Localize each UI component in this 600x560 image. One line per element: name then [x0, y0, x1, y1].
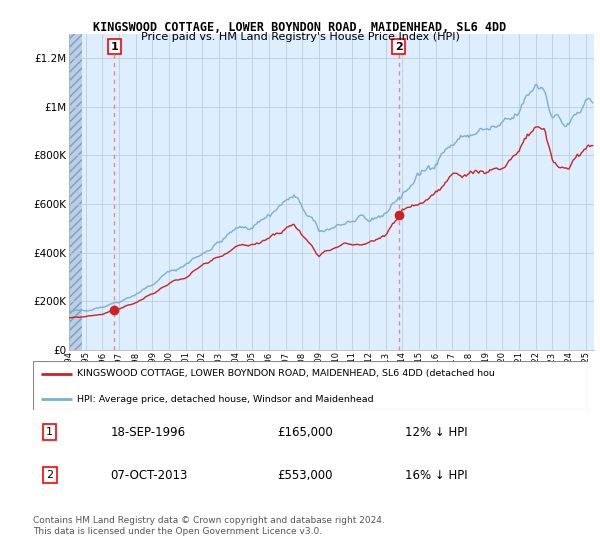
Text: KINGSWOOD COTTAGE, LOWER BOYNDON ROAD, MAIDENHEAD, SL6 4DD: KINGSWOOD COTTAGE, LOWER BOYNDON ROAD, M…: [94, 21, 506, 34]
Text: Price paid vs. HM Land Registry's House Price Index (HPI): Price paid vs. HM Land Registry's House …: [140, 32, 460, 42]
Text: HPI: Average price, detached house, Windsor and Maidenhead: HPI: Average price, detached house, Wind…: [77, 395, 374, 404]
Text: 1: 1: [46, 427, 53, 437]
Text: Contains HM Land Registry data © Crown copyright and database right 2024.
This d: Contains HM Land Registry data © Crown c…: [33, 516, 385, 536]
Text: 18-SEP-1996: 18-SEP-1996: [111, 426, 186, 438]
Text: 2: 2: [395, 41, 403, 52]
Text: 07-OCT-2013: 07-OCT-2013: [111, 469, 188, 482]
Text: 2: 2: [46, 470, 53, 480]
Text: KINGSWOOD COTTAGE, LOWER BOYNDON ROAD, MAIDENHEAD, SL6 4DD (detached hou: KINGSWOOD COTTAGE, LOWER BOYNDON ROAD, M…: [77, 370, 495, 379]
Text: £553,000: £553,000: [277, 469, 332, 482]
Bar: [69, 34, 82, 350]
Bar: [69, 34, 82, 350]
FancyBboxPatch shape: [33, 361, 588, 410]
Text: £165,000: £165,000: [277, 426, 333, 438]
Text: 12% ↓ HPI: 12% ↓ HPI: [405, 426, 467, 438]
Text: 1: 1: [110, 41, 118, 52]
Text: 16% ↓ HPI: 16% ↓ HPI: [405, 469, 467, 482]
